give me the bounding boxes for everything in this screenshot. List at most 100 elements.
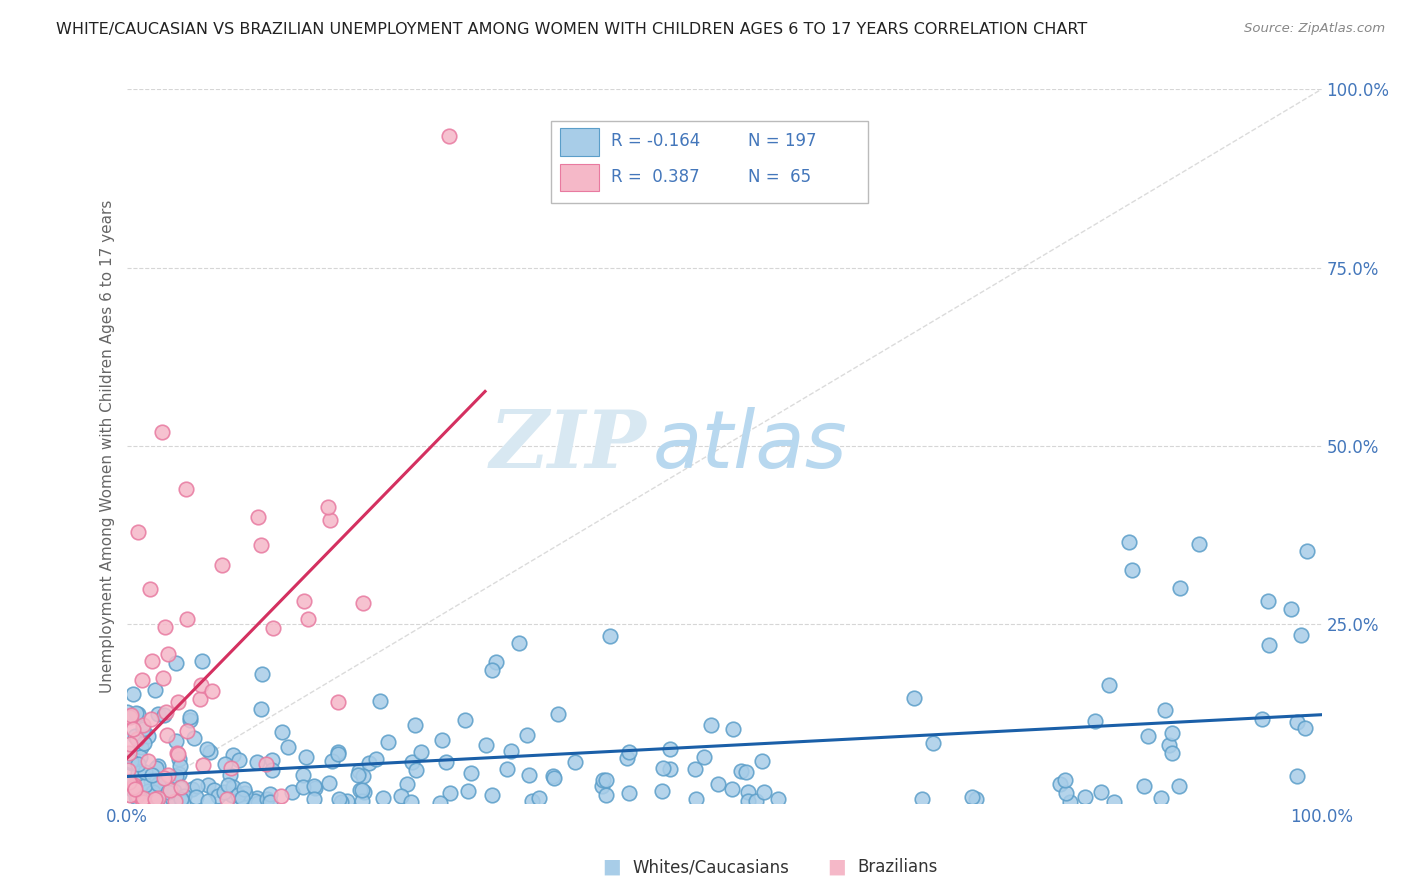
Point <box>148 759 170 773</box>
Point <box>965 792 987 806</box>
Point <box>163 784 186 798</box>
Point <box>176 724 198 739</box>
Point <box>150 425 174 439</box>
Point <box>153 771 176 785</box>
Point <box>165 794 187 808</box>
Point <box>547 706 569 721</box>
Point <box>226 788 249 802</box>
Point <box>148 706 170 721</box>
Point <box>166 746 188 760</box>
Point <box>316 500 339 515</box>
Point <box>118 774 141 789</box>
Point <box>174 482 197 496</box>
Point <box>683 763 706 777</box>
Point <box>118 747 141 761</box>
Point <box>134 778 156 792</box>
Point <box>430 732 453 747</box>
Point <box>221 788 243 802</box>
Point <box>127 524 149 539</box>
Point <box>592 773 614 788</box>
Point <box>246 791 269 805</box>
Point <box>118 788 141 802</box>
Point <box>121 756 143 771</box>
Text: WHITE/CAUCASIAN VS BRAZILIAN UNEMPLOYMENT AMONG WOMEN WITH CHILDREN AGES 6 TO 17: WHITE/CAUCASIAN VS BRAZILIAN UNEMPLOYMEN… <box>56 22 1087 37</box>
Point <box>595 788 617 802</box>
Point <box>197 778 219 792</box>
Point <box>124 780 146 795</box>
Point <box>1053 772 1076 787</box>
Point <box>215 792 238 806</box>
Point <box>159 783 181 797</box>
Point <box>231 790 253 805</box>
Text: N = 197: N = 197 <box>748 132 817 150</box>
Point <box>120 708 142 723</box>
Point <box>153 708 176 723</box>
Point <box>1294 721 1316 735</box>
FancyBboxPatch shape <box>561 164 599 191</box>
Point <box>721 722 744 736</box>
Point <box>167 767 190 781</box>
Point <box>146 776 169 790</box>
Text: Brazilians: Brazilians <box>858 858 938 876</box>
Point <box>165 769 187 783</box>
Text: R = -0.164: R = -0.164 <box>610 132 700 150</box>
Point <box>730 764 752 779</box>
Point <box>160 791 183 805</box>
Point <box>155 705 177 719</box>
Point <box>436 755 458 769</box>
Point <box>481 789 503 803</box>
Point <box>1257 594 1279 608</box>
Point <box>181 781 204 796</box>
Point <box>1090 785 1112 799</box>
Point <box>246 510 269 524</box>
Point <box>1257 638 1279 652</box>
Point <box>127 731 149 746</box>
Point <box>141 768 163 782</box>
Point <box>1154 703 1177 717</box>
Point <box>136 784 159 798</box>
Point <box>202 782 225 797</box>
Point <box>485 655 508 669</box>
Point <box>121 722 143 736</box>
Point <box>297 612 319 626</box>
Point <box>143 792 166 806</box>
Point <box>328 792 350 806</box>
Point <box>921 736 943 750</box>
Point <box>149 780 172 794</box>
Point <box>1285 714 1308 729</box>
Point <box>190 692 212 706</box>
Point <box>508 636 530 650</box>
Point <box>271 725 294 739</box>
Point <box>156 728 179 742</box>
Point <box>347 764 370 778</box>
Point <box>153 619 176 633</box>
Point <box>318 513 340 527</box>
Point <box>254 757 277 772</box>
Point <box>156 767 179 781</box>
Point <box>1102 795 1125 809</box>
Point <box>139 786 162 800</box>
Point <box>118 710 141 724</box>
Point <box>685 792 707 806</box>
Point <box>752 785 775 799</box>
Point <box>349 782 371 797</box>
Point <box>159 792 181 806</box>
Point <box>124 729 146 743</box>
Point <box>156 785 179 799</box>
Y-axis label: Unemployment Among Women with Children Ages 6 to 17 years: Unemployment Among Women with Children A… <box>100 199 115 693</box>
Point <box>1150 790 1173 805</box>
Point <box>190 678 212 692</box>
Point <box>139 773 162 788</box>
Point <box>1161 746 1184 760</box>
Text: Whites/Caucasians: Whites/Caucasians <box>633 858 790 876</box>
Point <box>183 731 205 746</box>
Point <box>141 654 163 668</box>
Point <box>197 794 219 808</box>
Point <box>122 688 145 702</box>
Point <box>429 796 451 810</box>
Point <box>172 796 194 810</box>
Point <box>1098 678 1121 692</box>
Text: ▪: ▪ <box>602 853 621 881</box>
Point <box>453 713 475 727</box>
Point <box>134 736 156 750</box>
